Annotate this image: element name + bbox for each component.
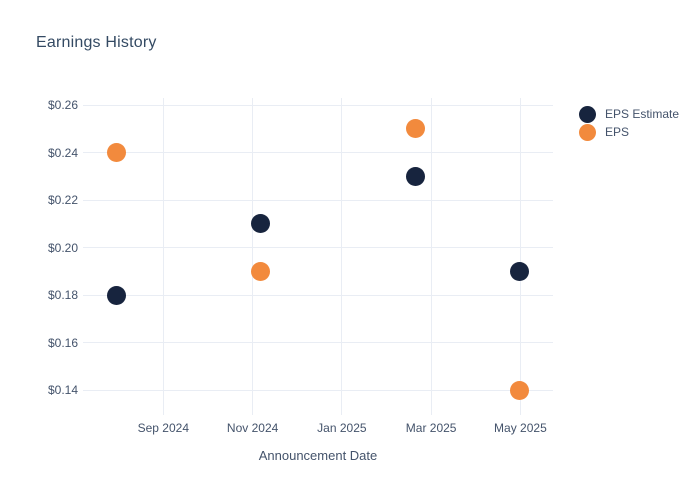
circle-marker-icon (579, 123, 596, 141)
data-point-eps[interactable] (106, 143, 126, 163)
legend-item-eps-estimate[interactable]: EPS Estimate (579, 105, 679, 123)
data-point-eps-estimate[interactable] (509, 261, 529, 281)
y-tick-label: $0.18 (47, 288, 78, 303)
data-point-eps[interactable] (250, 261, 270, 281)
y-gridline (83, 294, 553, 296)
y-tick-label: $0.16 (47, 335, 78, 350)
legend-label: EPS (605, 125, 630, 139)
y-tick-label: $0.20 (47, 240, 78, 255)
x-axis-title: Announcement Date (258, 448, 378, 463)
chart-title: Earnings History (36, 34, 157, 51)
legend-item-eps[interactable]: EPS (579, 123, 679, 141)
x-tick-label: Jan 2025 (317, 421, 367, 435)
y-tick-label: $0.22 (47, 193, 78, 208)
circle-marker-icon (579, 105, 596, 123)
x-gridline (341, 98, 343, 415)
legend: EPS Estimate EPS (579, 105, 679, 141)
data-point-eps-estimate[interactable] (406, 166, 426, 186)
y-tick-label: $0.14 (47, 383, 78, 398)
y-tick-label: $0.24 (47, 145, 78, 160)
data-point-eps[interactable] (509, 380, 529, 400)
x-tick-label: Nov 2024 (226, 421, 279, 435)
y-gridline (83, 247, 553, 249)
y-gridline (83, 104, 553, 106)
x-gridline (162, 98, 164, 415)
x-gridline (519, 98, 521, 415)
y-tick-label: $0.26 (47, 98, 78, 113)
legend-label: EPS Estimate (605, 107, 680, 121)
y-gridline (83, 152, 553, 154)
y-gridline (83, 199, 553, 201)
x-gridline (252, 98, 254, 415)
y-gridline (83, 342, 553, 344)
x-gridline (430, 98, 432, 415)
y-gridline (83, 389, 553, 391)
x-tick-label: May 2025 (494, 421, 547, 435)
data-point-eps-estimate[interactable] (106, 285, 126, 305)
data-point-eps-estimate[interactable] (250, 214, 270, 234)
x-tick-label: Sep 2024 (137, 421, 190, 435)
x-tick-label: Mar 2025 (405, 421, 457, 435)
data-point-eps[interactable] (406, 119, 426, 139)
